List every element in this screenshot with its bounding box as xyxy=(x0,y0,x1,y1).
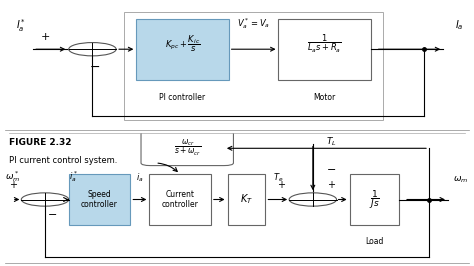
Bar xyxy=(350,174,399,225)
Text: PI controller: PI controller xyxy=(159,93,206,102)
Bar xyxy=(279,19,371,80)
Text: +: + xyxy=(40,32,50,42)
Text: $\dfrac{1}{L_a s+R_a}$: $\dfrac{1}{L_a s+R_a}$ xyxy=(307,33,342,55)
Text: Speed
controller: Speed controller xyxy=(81,190,118,209)
Text: $\dfrac{\omega_{cr}}{s+\omega_{cr}}$: $\dfrac{\omega_{cr}}{s+\omega_{cr}}$ xyxy=(173,138,201,159)
Text: Load: Load xyxy=(365,237,383,246)
Text: $I_a$: $I_a$ xyxy=(456,18,464,32)
Text: $\omega_m$: $\omega_m$ xyxy=(453,174,468,185)
Bar xyxy=(149,174,211,225)
Text: PI current control system.: PI current control system. xyxy=(9,156,118,165)
Text: $i_a$: $i_a$ xyxy=(136,171,144,184)
Bar xyxy=(124,12,383,120)
Circle shape xyxy=(21,193,69,206)
Text: Current
controller: Current controller xyxy=(162,190,199,209)
Text: +: + xyxy=(327,180,335,190)
Circle shape xyxy=(289,193,337,206)
Text: +: + xyxy=(9,180,18,190)
Text: $i_a^*$: $i_a^*$ xyxy=(69,169,77,184)
Text: $I_a^*$: $I_a^*$ xyxy=(16,17,27,34)
Text: FIGURE 2.32: FIGURE 2.32 xyxy=(9,138,72,147)
Text: $V_a^* = V_a$: $V_a^* = V_a$ xyxy=(237,16,270,31)
Circle shape xyxy=(69,43,116,56)
Text: −: − xyxy=(90,61,100,74)
Bar xyxy=(69,174,130,225)
Text: +: + xyxy=(277,180,285,190)
Bar xyxy=(136,19,228,80)
Text: $\omega_m^*$: $\omega_m^*$ xyxy=(5,169,20,184)
Text: −: − xyxy=(327,165,337,175)
Text: $\dfrac{1}{Js}$: $\dfrac{1}{Js}$ xyxy=(369,188,380,211)
Text: $K_T$: $K_T$ xyxy=(240,193,253,206)
Text: $T_e$: $T_e$ xyxy=(273,171,283,184)
Text: $T_L$: $T_L$ xyxy=(327,136,337,148)
FancyBboxPatch shape xyxy=(141,131,233,165)
Text: −: − xyxy=(47,210,57,220)
Text: $K_{pc}+\dfrac{K_{ic}}{s}$: $K_{pc}+\dfrac{K_{ic}}{s}$ xyxy=(164,34,201,54)
Bar xyxy=(228,174,265,225)
Text: Motor: Motor xyxy=(314,93,336,102)
